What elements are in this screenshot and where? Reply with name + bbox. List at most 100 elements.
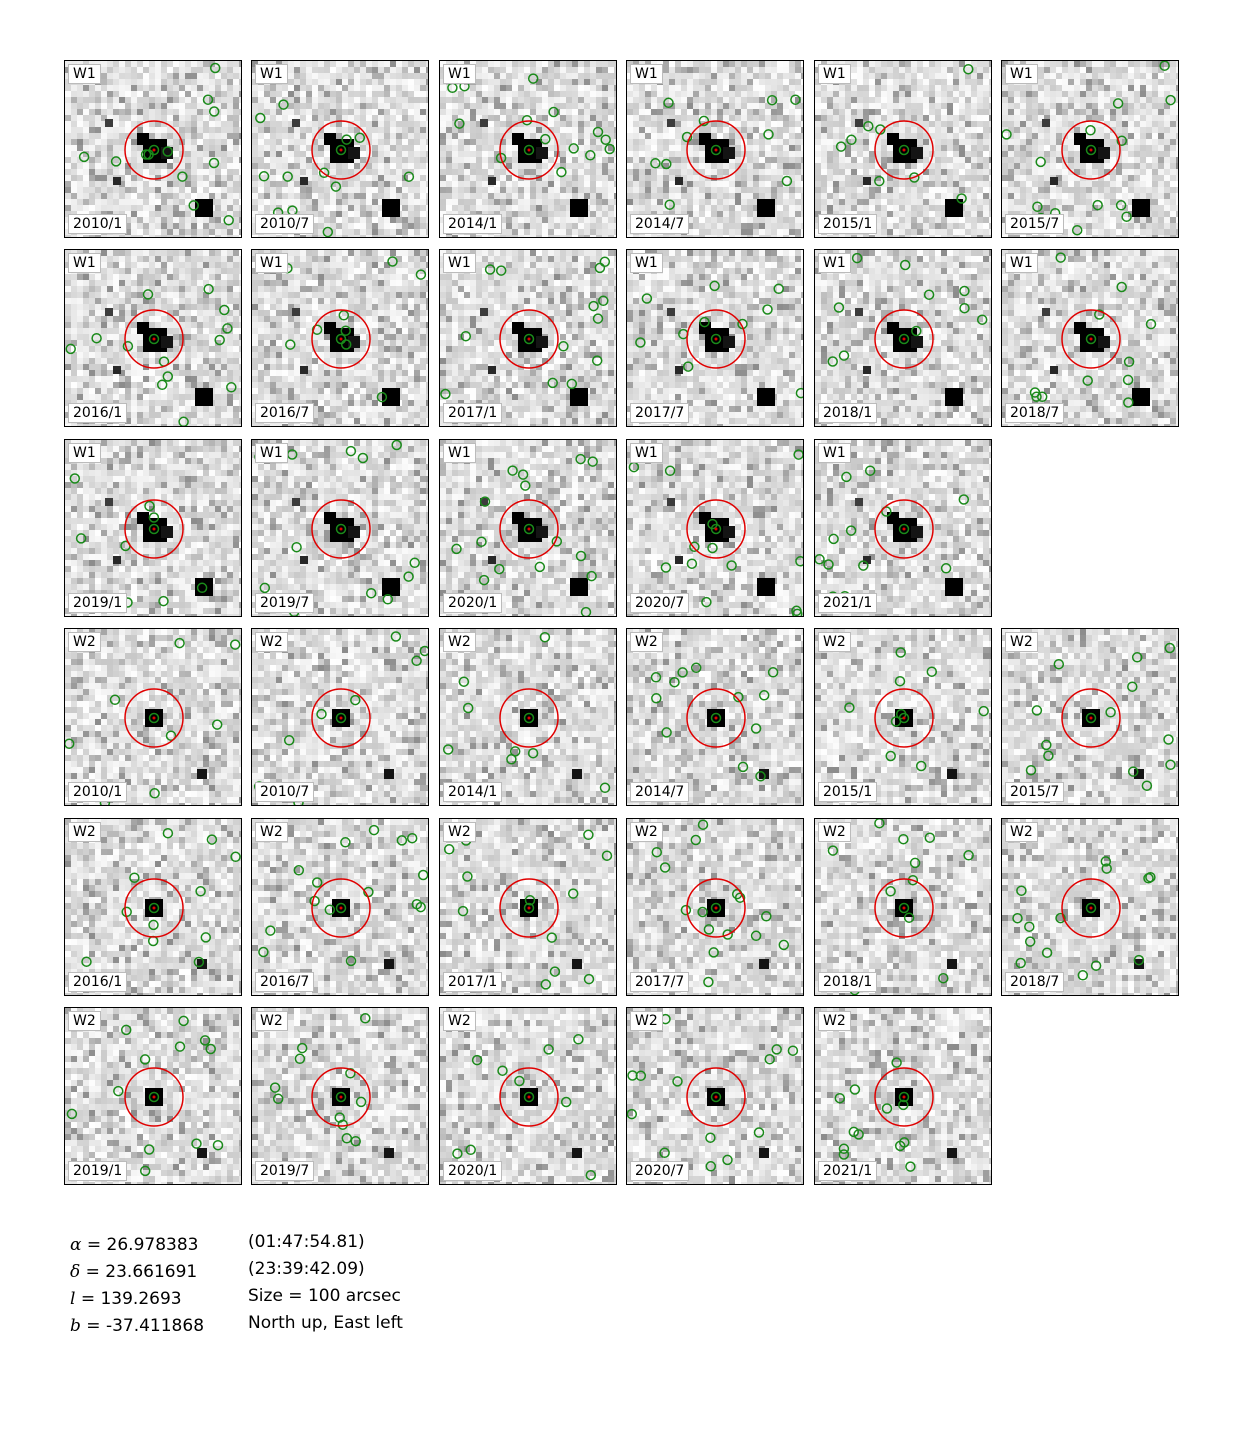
- pixel: [881, 133, 887, 139]
- pixel: [239, 157, 241, 163]
- pixel: [560, 133, 566, 139]
- pixel: [446, 181, 452, 187]
- pixel: [935, 229, 941, 235]
- pixel: [983, 127, 989, 133]
- pixel: [464, 97, 470, 103]
- pixel: [989, 115, 991, 121]
- pixel: [614, 91, 616, 97]
- pixel: [458, 163, 464, 169]
- pixel: [1134, 97, 1140, 103]
- pixel: [1056, 61, 1062, 67]
- pixel: [929, 133, 935, 139]
- pixel: [239, 67, 241, 73]
- pixel: [1128, 115, 1134, 121]
- pixel: [300, 127, 306, 133]
- pixel: [729, 205, 735, 211]
- pixel: [101, 79, 107, 85]
- pixel: [209, 67, 215, 73]
- pixel: [1170, 121, 1176, 127]
- pixel: [227, 145, 233, 151]
- pixel: [276, 199, 282, 205]
- pixel: [765, 151, 771, 157]
- pixel: [783, 205, 789, 211]
- pixel: [941, 67, 947, 73]
- pixel: [875, 103, 881, 109]
- pixel: [941, 211, 947, 217]
- pixel: [470, 193, 476, 199]
- pixel: [627, 199, 633, 205]
- pixel: [348, 205, 354, 211]
- pixel: [1056, 73, 1062, 79]
- detection-marker: [766, 94, 778, 106]
- pixel: [252, 235, 258, 237]
- pixel: [983, 163, 989, 169]
- pixel: [1140, 103, 1146, 109]
- pixel: [735, 181, 741, 187]
- pixel: [657, 133, 663, 139]
- pixel: [935, 97, 941, 103]
- pixel: [458, 169, 464, 175]
- pixel: [282, 157, 288, 163]
- pixel: [408, 73, 414, 79]
- pixel: [270, 181, 276, 187]
- pixel: [699, 61, 705, 67]
- pixel: [500, 169, 506, 175]
- pixel: [965, 109, 971, 115]
- pixel: [446, 127, 452, 133]
- pixel: [875, 157, 881, 163]
- pixel: [548, 85, 554, 91]
- pixel: [899, 97, 905, 103]
- pixel: [645, 199, 651, 205]
- pixel: [893, 67, 899, 73]
- pixel: [965, 115, 971, 121]
- pixel: [101, 181, 107, 187]
- pixel: [657, 103, 663, 109]
- pixel: [983, 109, 989, 115]
- pixel: [1146, 91, 1152, 97]
- pixel: [65, 181, 71, 187]
- pixel: [446, 169, 452, 175]
- pixel: [705, 235, 711, 237]
- pixel: [426, 211, 428, 217]
- pixel: [366, 175, 372, 181]
- pixel: [252, 115, 258, 121]
- pixel: [578, 169, 584, 175]
- pixel: [596, 73, 602, 79]
- pixel: [95, 103, 101, 109]
- pixel: [923, 169, 929, 175]
- pixel: [869, 139, 875, 145]
- pixel: [258, 157, 264, 163]
- pixel: [777, 61, 783, 67]
- pixel: [723, 205, 729, 211]
- pixel: [681, 151, 687, 157]
- pixel: [137, 157, 143, 163]
- pixel: [1140, 73, 1146, 79]
- pixel: [1122, 103, 1128, 109]
- pixel: [125, 229, 131, 235]
- pixel: [143, 187, 149, 193]
- pixel: [500, 145, 506, 151]
- pixel: [482, 163, 488, 169]
- pixel: [161, 229, 167, 235]
- pixel: [518, 217, 524, 223]
- pixel: [426, 199, 428, 205]
- pixel: [494, 73, 500, 79]
- pixel: [452, 157, 458, 163]
- pixel: [1116, 103, 1122, 109]
- pixel: [500, 103, 506, 109]
- pixel: [288, 169, 294, 175]
- pixel: [687, 91, 693, 97]
- pixel: [941, 157, 947, 163]
- pixel: [687, 145, 693, 151]
- pixel: [221, 193, 227, 199]
- pixel: [330, 205, 336, 211]
- pixel: [1062, 61, 1068, 67]
- pixel: [95, 133, 101, 139]
- pixel: [596, 109, 602, 115]
- pixel: [372, 157, 378, 163]
- pixel: [717, 85, 723, 91]
- pixel: [414, 205, 420, 211]
- pixel: [518, 235, 524, 237]
- detection-marker: [664, 199, 675, 210]
- pixel: [554, 67, 560, 73]
